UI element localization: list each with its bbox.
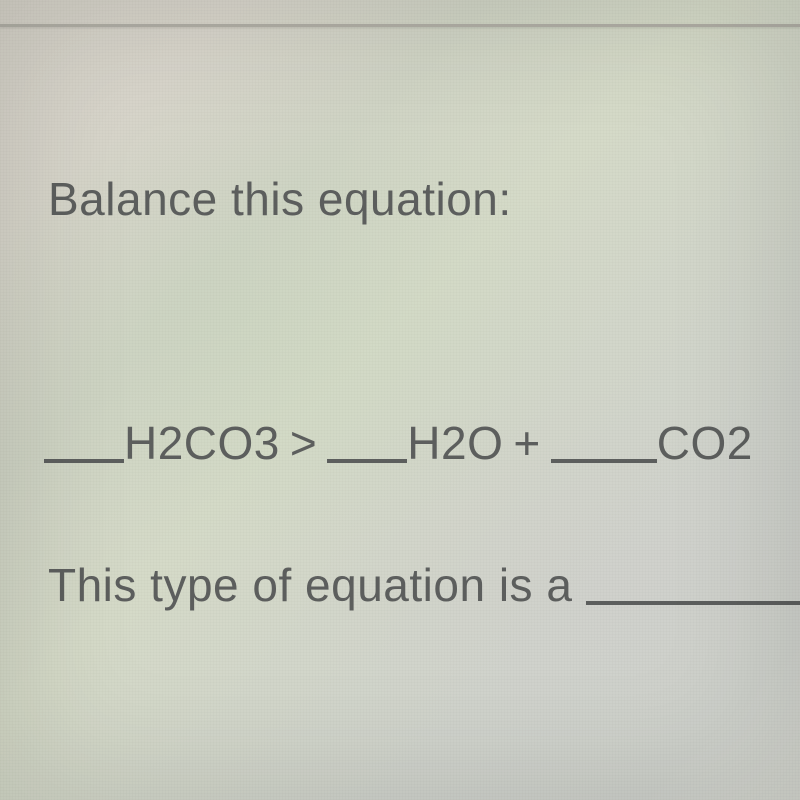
coefficient-blank-2[interactable] [327, 455, 407, 463]
product-1: H2O [407, 417, 503, 469]
reaction-arrow: > [290, 417, 317, 469]
reactant-1: H2CO3 [124, 417, 280, 469]
type-prompt-text: This type of equation is a [48, 559, 572, 611]
question-screen: Balance this equation: H2CO3> H2O+ CO2 Thi… [0, 0, 800, 800]
question-prompt: Balance this equation: [48, 172, 512, 226]
plus-sign: + [513, 417, 540, 469]
coefficient-blank-3[interactable] [551, 455, 657, 463]
question-content: Balance this equation: H2CO3> H2O+ CO2 Thi… [0, 0, 800, 800]
coefficient-blank-1[interactable] [44, 455, 124, 463]
product-2: CO2 [657, 417, 753, 469]
equation-type-blank[interactable] [586, 597, 800, 605]
chemical-equation: H2CO3> H2O+ CO2 [44, 416, 753, 470]
equation-type-prompt: This type of equation is a [48, 558, 800, 612]
